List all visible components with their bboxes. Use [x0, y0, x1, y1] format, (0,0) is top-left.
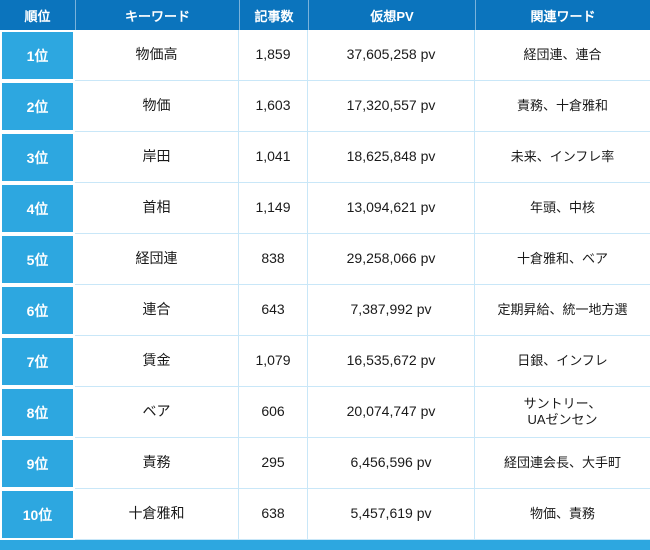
keyword-cell: 十倉雅和	[75, 489, 239, 540]
keyword-cell: 連合	[75, 285, 239, 336]
table-row: 1位 物価高 1,859 37,605,258 pv 経団連、連合	[0, 30, 650, 81]
table-row: 5位 経団連 838 29,258,066 pv 十倉雅和、ベア	[0, 234, 650, 285]
related-cell: 定期昇給、統一地方選	[475, 285, 650, 336]
pv-cell: 37,605,258 pv	[308, 30, 475, 81]
keyword-cell: 賃金	[75, 336, 239, 387]
table-row: 6位 連合 643 7,387,992 pv 定期昇給、統一地方選	[0, 285, 650, 336]
column-header-pv: 仮想PV	[308, 0, 475, 30]
table-header: 順位 キーワード 記事数 仮想PV 関連ワード	[0, 0, 650, 30]
rank-cell: 8位	[0, 387, 75, 438]
rank-cell: 4位	[0, 183, 75, 234]
table-row: 4位 首相 1,149 13,094,621 pv 年頭、中核	[0, 183, 650, 234]
related-cell: 日銀、インフレ	[475, 336, 650, 387]
related-cell: 未来、インフレ率	[475, 132, 650, 183]
keyword-cell: 首相	[75, 183, 239, 234]
articles-cell: 1,079	[239, 336, 308, 387]
column-header-rank: 順位	[0, 0, 75, 30]
articles-cell: 1,041	[239, 132, 308, 183]
rank-cell: 2位	[0, 81, 75, 132]
bottom-bar	[0, 540, 650, 550]
articles-cell: 638	[239, 489, 308, 540]
articles-cell: 643	[239, 285, 308, 336]
rank-cell: 5位	[0, 234, 75, 285]
pv-cell: 29,258,066 pv	[308, 234, 475, 285]
keyword-cell: ベア	[75, 387, 239, 438]
pv-cell: 16,535,672 pv	[308, 336, 475, 387]
pv-cell: 18,625,848 pv	[308, 132, 475, 183]
keyword-cell: 経団連	[75, 234, 239, 285]
related-cell: 物価、責務	[475, 489, 650, 540]
column-header-related: 関連ワード	[475, 0, 650, 30]
related-cell: サントリー、 UAゼンセン	[475, 387, 650, 438]
table-row: 8位 ベア 606 20,074,747 pv サントリー、 UAゼンセン	[0, 387, 650, 438]
pv-cell: 5,457,619 pv	[308, 489, 475, 540]
table-row: 7位 賃金 1,079 16,535,672 pv 日銀、インフレ	[0, 336, 650, 387]
table-row: 3位 岸田 1,041 18,625,848 pv 未来、インフレ率	[0, 132, 650, 183]
articles-cell: 606	[239, 387, 308, 438]
pv-cell: 20,074,747 pv	[308, 387, 475, 438]
rank-cell: 9位	[0, 438, 75, 489]
keyword-cell: 物価	[75, 81, 239, 132]
articles-cell: 1,149	[239, 183, 308, 234]
table-body: 1位 物価高 1,859 37,605,258 pv 経団連、連合 2位 物価 1,603 17…	[0, 30, 650, 540]
rank-cell: 7位	[0, 336, 75, 387]
pv-cell: 17,320,557 pv	[308, 81, 475, 132]
articles-cell: 295	[239, 438, 308, 489]
table-row: 2位 物価 1,603 17,320,557 pv 責務、十倉雅和	[0, 81, 650, 132]
rank-cell: 6位	[0, 285, 75, 336]
rank-cell: 3位	[0, 132, 75, 183]
related-cell: 年頭、中核	[475, 183, 650, 234]
keyword-cell: 岸田	[75, 132, 239, 183]
related-cell: 経団連会長、大手町	[475, 438, 650, 489]
pv-cell: 13,094,621 pv	[308, 183, 475, 234]
table-row: 10位 十倉雅和 638 5,457,619 pv 物価、責務	[0, 489, 650, 540]
related-cell: 十倉雅和、ベア	[475, 234, 650, 285]
table-row: 9位 責務 295 6,456,596 pv 経団連会長、大手町	[0, 438, 650, 489]
column-header-articles: 記事数	[239, 0, 308, 30]
keyword-cell: 物価高	[75, 30, 239, 81]
related-cell: 責務、十倉雅和	[475, 81, 650, 132]
articles-cell: 1,859	[239, 30, 308, 81]
articles-cell: 838	[239, 234, 308, 285]
rank-cell: 10位	[0, 489, 75, 540]
rank-cell: 1位	[0, 30, 75, 81]
related-cell: 経団連、連合	[475, 30, 650, 81]
pv-cell: 7,387,992 pv	[308, 285, 475, 336]
articles-cell: 1,603	[239, 81, 308, 132]
pv-cell: 6,456,596 pv	[308, 438, 475, 489]
keyword-cell: 責務	[75, 438, 239, 489]
column-header-keyword: キーワード	[75, 0, 239, 30]
